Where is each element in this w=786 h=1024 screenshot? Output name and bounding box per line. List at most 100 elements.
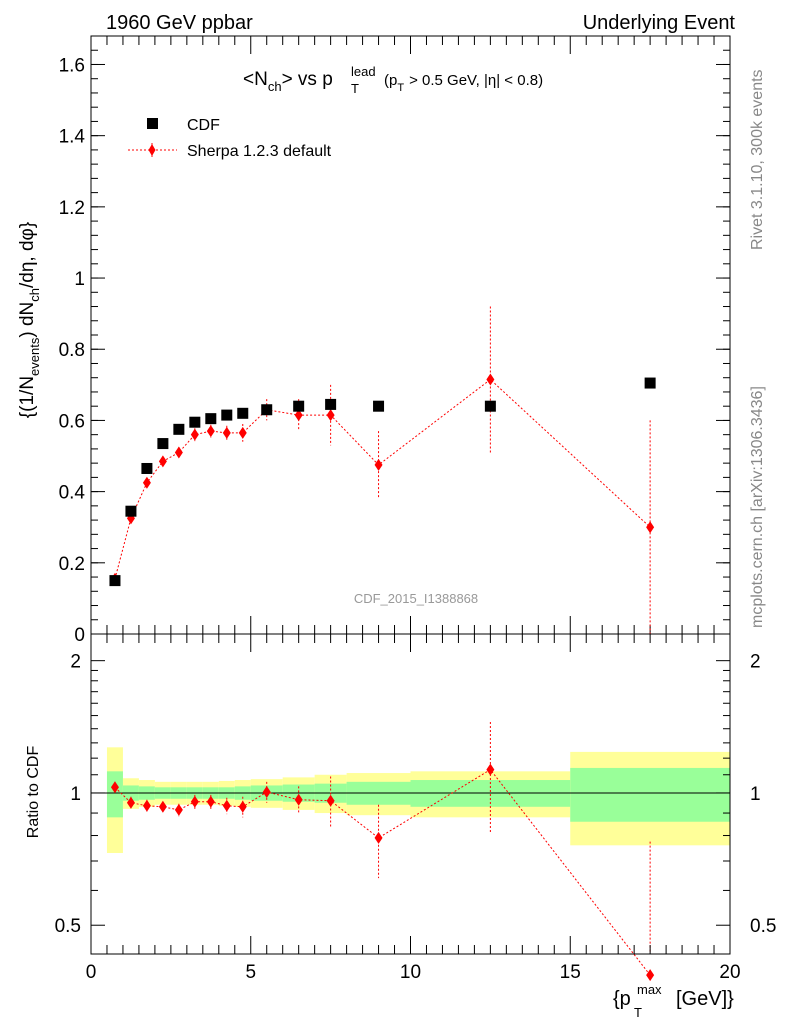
- main-data-point: [237, 407, 249, 419]
- ratio-mc-point: [206, 795, 215, 808]
- ratio-xtick-label: 0: [86, 962, 97, 983]
- main-mc-point: [326, 409, 335, 422]
- title-part1: <N: [243, 69, 268, 90]
- ratio-mc-point: [110, 781, 119, 794]
- main-data-series: [109, 377, 656, 587]
- ratio-xlabel: {p: [613, 988, 631, 1010]
- ratio-mc-point: [190, 795, 199, 808]
- header-left: 1960 GeV ppbar: [106, 12, 253, 34]
- main-ytick-label: 1.4: [59, 127, 86, 148]
- ratio-mc-point: [262, 785, 271, 798]
- analysis-watermark: CDF_2015_I1388868: [354, 591, 478, 606]
- title-cut: (pT > 0.5 GeV, |η| < 0.8): [384, 72, 543, 94]
- header-right: Underlying Event: [583, 12, 736, 34]
- main-mc-point: [190, 428, 199, 441]
- main-mc-point: [374, 458, 383, 471]
- main-ytick-label: 1.2: [59, 198, 85, 219]
- main-data-point: [205, 413, 217, 425]
- ratio-mc-point: [174, 803, 183, 816]
- main-ytick-label: 1: [74, 269, 85, 290]
- ratio-mc-point: [238, 800, 247, 813]
- ratio-ytick-label-left: 2: [70, 652, 81, 673]
- ratio-band-inner: [570, 767, 730, 822]
- ratio-mc-point: [374, 831, 383, 844]
- ratio-xtick-label: 20: [719, 962, 740, 983]
- main-ytick-label: 0.6: [59, 411, 85, 432]
- main-ytick-label: 1.6: [59, 55, 85, 76]
- main-mc-point: [222, 426, 231, 439]
- title-part2: > vs p: [282, 69, 333, 90]
- main-data-point: [325, 398, 337, 410]
- ratio-mc-point: [142, 799, 151, 812]
- ratio-band-inner: [106, 771, 123, 818]
- legend-label-sherpa: Sherpa 1.2.3 default: [187, 143, 332, 160]
- ratio-xtick-label: 15: [560, 962, 581, 983]
- ratio-ylabel: Ratio to CDF: [25, 746, 42, 839]
- rivet-label: Rivet 3.1.10, 300k events: [749, 69, 766, 250]
- ratio-mc-point: [158, 800, 167, 813]
- main-data-point: [173, 423, 185, 435]
- ratio-xtick-label: 10: [400, 962, 421, 983]
- plot-title: <Nch> vs p: [243, 69, 333, 94]
- main-mc-point: [486, 373, 495, 386]
- ratio-mc-point: [646, 969, 655, 982]
- legend-marker-cdf: [147, 118, 158, 129]
- ratio-bands: [106, 747, 730, 854]
- title-sub1: ch: [268, 79, 282, 94]
- main-ylabel: {(1/Nevents) dNch/dη, dφ}: [17, 222, 42, 418]
- main-ytick-label: 0: [74, 625, 85, 646]
- main-data-point: [125, 505, 137, 517]
- main-data-point: [261, 404, 273, 416]
- xlabel-sup: max: [637, 982, 662, 997]
- main-mc-point: [646, 521, 655, 534]
- main-data-point: [109, 575, 121, 587]
- main-ticks: 0 0.2 0.4 0.6 0.8 1 1.2 1.4 1.6: [59, 35, 731, 646]
- xlabel-sub: T: [634, 1005, 642, 1020]
- ratio-ytick-label-left: 0.5: [55, 916, 81, 937]
- title-part3: (p: [384, 72, 397, 89]
- main-plot-frame: [90, 35, 731, 635]
- main-data-point: [221, 409, 233, 421]
- ratio-ytick-label-left: 1: [70, 784, 81, 805]
- legend-marker-sherpa: [148, 144, 156, 156]
- main-mc-point: [174, 446, 183, 459]
- main-data-point: [141, 462, 153, 474]
- ratio-ytick-label-right: 2: [750, 652, 761, 673]
- legend: CDF Sherpa 1.2.3 default: [128, 117, 332, 160]
- ratio-mc-point: [486, 763, 495, 776]
- main-mc-point: [238, 426, 247, 439]
- ratio-panel: 0.5 0.51 12 20 5 10 15 20 Ratio to CDF {p max T…: [25, 633, 776, 1020]
- ratio-mc-point: [222, 799, 231, 812]
- mcplots-label: mcplots.cern.ch [arXiv:1306.3436]: [749, 386, 766, 628]
- ratio-mc-point: [326, 794, 335, 807]
- ratio-mc-series: [110, 722, 655, 982]
- main-data-point: [293, 400, 305, 412]
- main-ytick-label: 0.4: [59, 483, 86, 504]
- main-ytick-label: 0.2: [59, 554, 85, 575]
- ratio-mc-point: [294, 793, 303, 806]
- ratio-mc-point: [126, 796, 135, 809]
- main-mc-point: [206, 425, 215, 438]
- ratio-ytick-label-right: 1: [750, 784, 761, 805]
- ratio-xtick-label: 5: [245, 962, 256, 983]
- main-ytick-label: 0.8: [59, 340, 85, 361]
- main-mc-point: [142, 476, 151, 489]
- xlabel-pre: {p: [613, 988, 631, 1010]
- main-mc-point: [294, 409, 303, 422]
- legend-label-cdf: CDF: [187, 117, 220, 134]
- main-data-point: [157, 438, 169, 450]
- main-data-point: [644, 377, 656, 389]
- main-mc-point: [158, 455, 167, 468]
- main-data-point: [373, 400, 385, 412]
- title-sub-T: T: [351, 81, 359, 96]
- title-sup-lead: lead: [351, 64, 376, 79]
- ratio-ytick-label-right: 0.5: [750, 916, 776, 937]
- main-panel: 00.20.40.60.811.21.41.6 <Nch> vs p lead …: [17, 35, 731, 646]
- ratio-ticks: 0.5 0.51 12 20 5 10 15 20: [55, 634, 776, 983]
- title-sub3: T: [397, 82, 404, 94]
- xlabel-post: [GeV]}: [676, 988, 734, 1010]
- main-data-point: [484, 400, 496, 412]
- main-data-point: [189, 416, 201, 428]
- title-part4: > 0.5 GeV, |η| < 0.8): [409, 72, 543, 89]
